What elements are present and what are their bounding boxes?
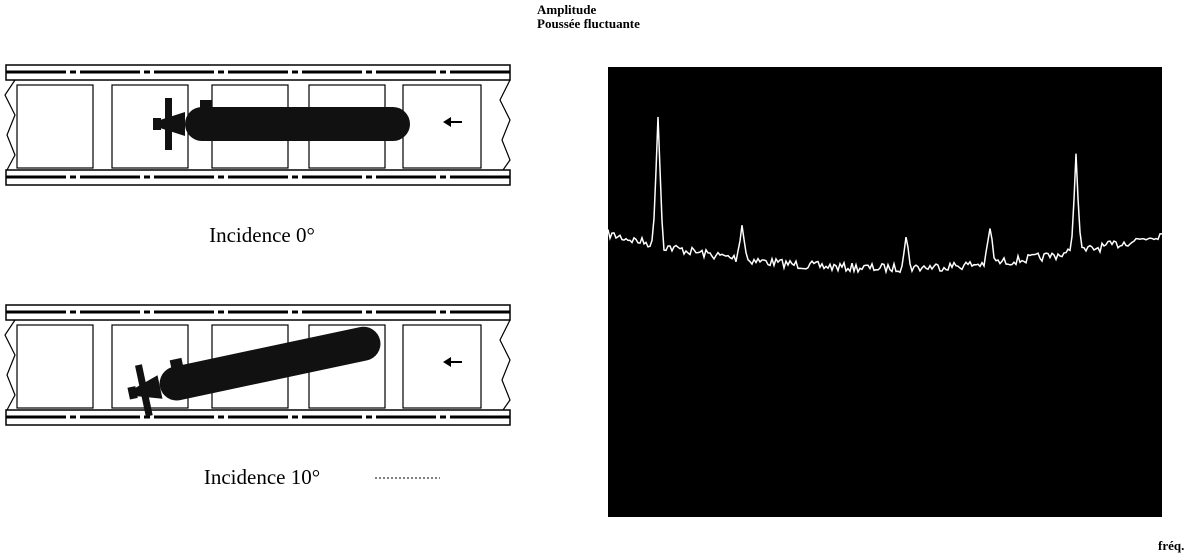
tunnel-incidence-10: [5, 305, 510, 425]
y-label: Poussée fluctuante: [537, 16, 640, 31]
caption: Incidence 10°: [204, 465, 320, 489]
spectrum-screen: [608, 67, 1162, 517]
y-label: Amplitude: [537, 2, 596, 17]
x-label: fréq.: [1158, 538, 1184, 553]
figure: Incidence 0° Incidence 10° Amplitude Pou…: [0, 0, 1199, 556]
tunnel-incidence-0: [5, 65, 510, 185]
caption: Incidence 0°: [209, 223, 315, 247]
